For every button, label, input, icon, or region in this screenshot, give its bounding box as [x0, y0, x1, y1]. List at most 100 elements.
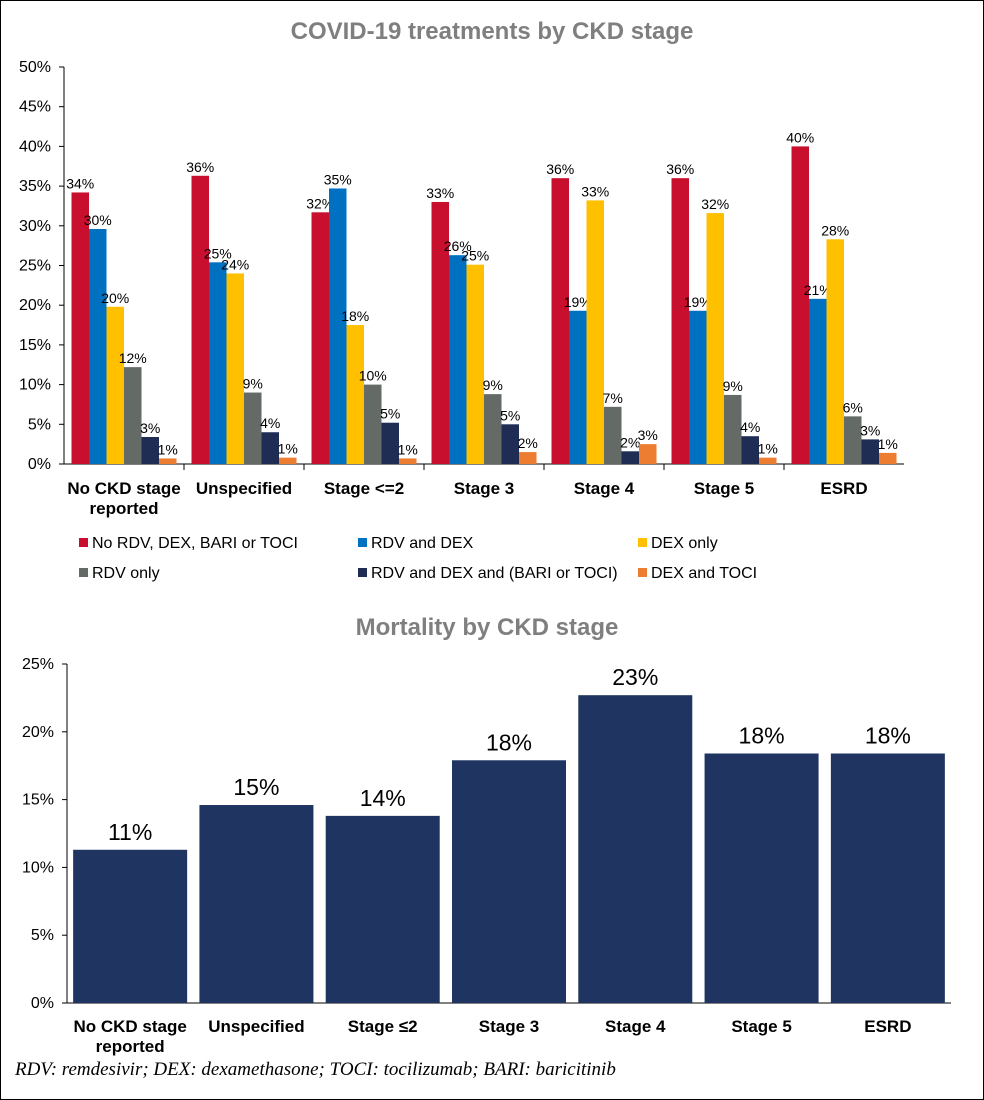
bar-no-rdv-dex-bari-or-toci	[671, 178, 689, 464]
bar-dex-and-toci	[399, 458, 417, 464]
data-label: 36%	[666, 161, 694, 177]
bar-dex-only	[226, 273, 244, 464]
bar-rdv-only	[244, 392, 262, 464]
bar-rdv-and-dex	[449, 255, 467, 464]
bar-rdv-only	[484, 394, 502, 464]
x-category-label: No CKD stage	[67, 479, 180, 498]
data-label: 9%	[243, 376, 263, 392]
data-label: 18%	[739, 722, 785, 748]
legend-label: DEX and TOCI	[651, 565, 757, 582]
bar-rdv-and-dex	[209, 262, 227, 464]
bar-dex-only	[826, 239, 844, 464]
bar-rdv-and-dex-and-bari-or-toci	[141, 437, 159, 464]
data-label: 18%	[341, 308, 369, 324]
data-label: 3%	[638, 427, 658, 443]
x-category-label: Stage 4	[574, 479, 635, 498]
bar-rdv-and-dex	[689, 310, 707, 464]
data-label: 18%	[486, 729, 532, 755]
y-tick-label: 15%	[22, 792, 54, 809]
data-label: 33%	[426, 185, 454, 201]
data-label: 1%	[878, 436, 898, 452]
bar-rdv-and-dex	[329, 188, 347, 464]
bar-rdv-only	[124, 367, 142, 464]
x-category-label: Stage 5	[694, 479, 754, 498]
bar-dex-and-toci	[759, 457, 777, 464]
data-label: 36%	[186, 159, 214, 175]
bar-dex-and-toci	[879, 452, 897, 464]
y-tick-label: 40%	[19, 138, 51, 155]
data-label: 20%	[101, 290, 129, 306]
bar-mortality	[830, 753, 945, 1003]
y-tick-label: 20%	[22, 724, 54, 741]
y-tick-label: 25%	[22, 656, 54, 673]
bar-dex-and-toci	[279, 457, 297, 464]
bar-mortality	[704, 753, 819, 1003]
data-label: 21%	[804, 282, 832, 298]
bar-no-rdv-dex-bari-or-toci	[191, 175, 209, 464]
bar-dex-and-toci	[159, 458, 177, 464]
data-label: 3%	[860, 422, 880, 438]
bar-dex-only	[706, 213, 724, 464]
data-label: 34%	[66, 175, 94, 191]
legend-label: RDV only	[92, 565, 160, 582]
legend-label: DEX only	[651, 535, 718, 552]
legend-label: No RDV, DEX, BARI or TOCI	[92, 535, 298, 552]
bar-mortality	[325, 815, 440, 1003]
y-tick-label: 45%	[19, 99, 51, 116]
legend-swatch	[358, 538, 367, 547]
data-label: 1%	[278, 441, 298, 457]
data-label: 7%	[603, 390, 623, 406]
data-label: 6%	[843, 399, 863, 415]
bar-no-rdv-dex-bari-or-toci	[311, 212, 329, 464]
x-category-label: reported	[90, 499, 159, 518]
data-label: 19%	[684, 294, 712, 310]
bar-dex-only	[586, 200, 604, 464]
legend-swatch	[638, 568, 647, 577]
x-category-label: Stage 3	[479, 1017, 539, 1036]
bar-rdv-and-dex-and-bari-or-toci	[621, 451, 639, 464]
data-label: 15%	[233, 774, 279, 800]
bar-mortality	[199, 805, 314, 1003]
bar-rdv-and-dex	[809, 298, 827, 464]
data-label: 5%	[500, 407, 520, 423]
x-category-label: Unspecified	[208, 1017, 304, 1036]
data-label: 19%	[564, 294, 592, 310]
data-label: 9%	[723, 378, 743, 394]
x-category-label: Stage 4	[605, 1017, 666, 1036]
treatments-chart: COVID-19 treatments by CKD stage 0% 5% 10% 1…	[19, 18, 904, 582]
x-category-label: reported	[96, 1037, 165, 1056]
legend-swatch	[79, 568, 88, 577]
bar-mortality	[578, 695, 693, 1003]
footnote: RDV: remdesivir; DEX: dexamethasone; TOC…	[15, 1059, 616, 1080]
data-label: 12%	[119, 350, 147, 366]
bar-no-rdv-dex-bari-or-toci	[431, 201, 449, 465]
data-label: 2%	[518, 435, 538, 451]
y-tick-label: 5%	[31, 927, 54, 944]
bar-mortality	[73, 849, 188, 1003]
data-label: 32%	[306, 195, 334, 211]
data-label: 24%	[221, 256, 249, 272]
x-category-label: No CKD stage	[73, 1017, 186, 1036]
mortality-chart: Mortality by CKD stage 0% 5% 10% 15% 20% 25% 11…	[22, 614, 951, 1056]
data-label: 25%	[461, 248, 489, 264]
data-label: 26%	[444, 238, 472, 254]
data-label: 28%	[821, 222, 849, 238]
bar-rdv-only	[724, 394, 742, 464]
chart-title: COVID-19 treatments by CKD stage	[291, 18, 694, 45]
data-label: 1%	[398, 441, 418, 457]
data-label: 40%	[786, 129, 814, 145]
bar-dex-only	[466, 264, 484, 464]
legend-swatch	[358, 568, 367, 577]
data-label: 5%	[380, 406, 400, 422]
data-label: 4%	[740, 419, 760, 435]
data-label: 1%	[158, 441, 178, 457]
x-category-label: Stage <=2	[324, 479, 404, 498]
bar-dex-and-toci	[639, 444, 657, 464]
data-label: 30%	[84, 212, 112, 228]
bar-dex-only	[346, 325, 364, 464]
y-tick-label: 25%	[19, 258, 51, 275]
x-category-label: Stage 5	[731, 1017, 791, 1036]
data-label: 35%	[324, 171, 352, 187]
data-label: 18%	[865, 722, 911, 748]
y-tick-label: 15%	[19, 337, 51, 354]
